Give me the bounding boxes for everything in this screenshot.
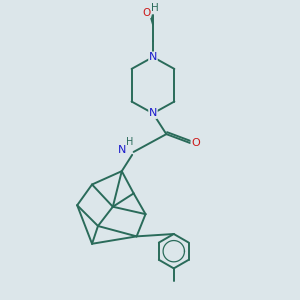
Text: O: O	[142, 8, 151, 18]
Text: H: H	[126, 137, 134, 147]
Text: N: N	[118, 145, 127, 154]
Text: O: O	[191, 138, 200, 148]
Text: H: H	[152, 3, 159, 13]
Text: N: N	[149, 52, 157, 62]
Text: N: N	[149, 108, 157, 118]
